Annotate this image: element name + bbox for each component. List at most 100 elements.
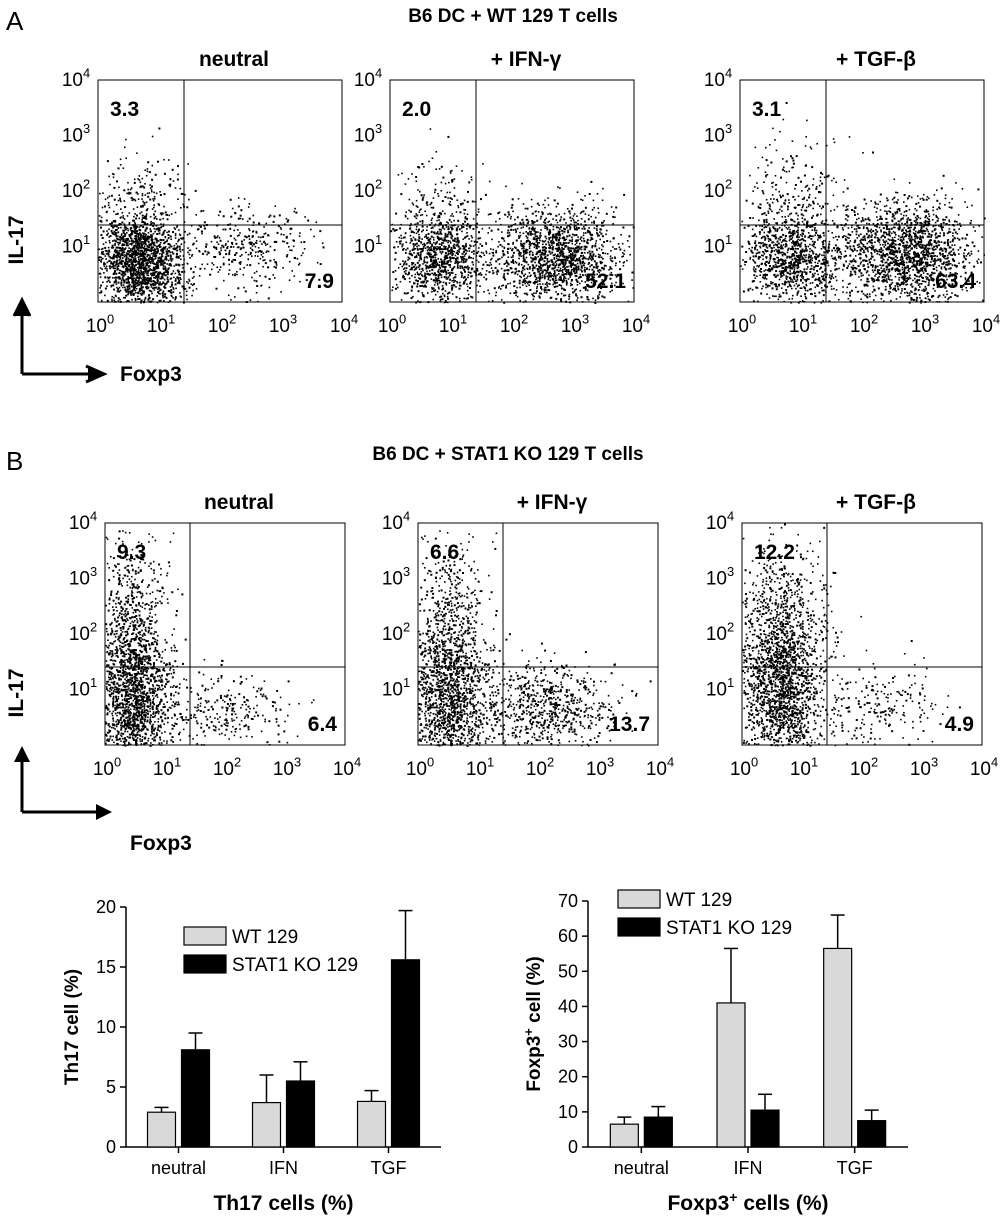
y-tick-label: 102 bbox=[704, 176, 732, 202]
bar-stat1-ko-129 bbox=[180, 1049, 211, 1148]
y-tick-label: 30 bbox=[558, 1032, 578, 1052]
flow-plot-b-3: 101 102 103 104 100 101 102 103 104 12.2 4.9 + TGF-… bbox=[706, 491, 998, 780]
y-tick-label: 40 bbox=[558, 996, 578, 1016]
lower-right-quadrant-value: 52.1 bbox=[585, 270, 626, 293]
category-label: neutral bbox=[151, 1158, 206, 1178]
legend-label: STAT1 KO 129 bbox=[232, 955, 358, 976]
flow-events bbox=[98, 127, 325, 304]
lower-right-quadrant-value: 4.9 bbox=[945, 713, 974, 736]
upper-left-quadrant-value: 6.6 bbox=[430, 541, 459, 564]
plot-frame bbox=[104, 522, 346, 746]
flow-events bbox=[105, 530, 315, 747]
x-tick-label: 100 bbox=[728, 311, 756, 337]
lower-right-quadrant-value: 7.9 bbox=[305, 270, 334, 293]
legend-label: WT 129 bbox=[666, 890, 732, 911]
bar-chart-1: 0 5 10 15 20 neutral IFN TGF WT 129 STAT1 KO 129 T… bbox=[62, 897, 441, 1215]
legend-swatch bbox=[183, 926, 227, 946]
flow-plot-a-2: 101 102 103 104 100 101 102 103 104 2.0 52.1 + IFN-… bbox=[354, 48, 650, 337]
y-tick-label: 102 bbox=[69, 619, 97, 645]
flow-events bbox=[418, 530, 652, 747]
x-tick-label: 102 bbox=[500, 311, 528, 337]
x-axis-label: Th17 cells (%) bbox=[213, 1192, 353, 1215]
y-tick-label: 101 bbox=[382, 675, 410, 701]
upper-left-quadrant-value: 3.1 bbox=[752, 98, 782, 121]
legend-label: STAT1 KO 129 bbox=[666, 918, 792, 939]
x-tick-label: 101 bbox=[153, 754, 181, 780]
bar-stat1-ko-129 bbox=[643, 1116, 673, 1148]
condition-label: + IFN-γ bbox=[491, 48, 562, 71]
y-tick-label: 0 bbox=[568, 1137, 578, 1157]
y-tick-label: 15 bbox=[96, 957, 116, 977]
legend-swatch bbox=[617, 917, 661, 937]
x-tick-label: 102 bbox=[850, 311, 878, 337]
bar-wt-129 bbox=[609, 1123, 639, 1148]
y-tick-label: 20 bbox=[96, 897, 116, 917]
x-tick-label: 103 bbox=[910, 754, 938, 780]
flow-plot-a-3: 101 102 103 104 100 101 102 103 104 3.1 63.4 + TGF-… bbox=[704, 48, 1000, 337]
arrow-head bbox=[14, 300, 30, 316]
flow-plot-b-2: 101 102 103 104 100 101 102 103 104 6.6 13.7 + IFN-… bbox=[382, 491, 674, 780]
condition-label: neutral bbox=[204, 491, 274, 514]
arrow-head bbox=[88, 366, 104, 382]
x-tick-label: 104 bbox=[646, 754, 674, 780]
bar-wt-129 bbox=[823, 947, 853, 1148]
x-tick-label: 102 bbox=[208, 311, 236, 337]
y-tick-label: 50 bbox=[558, 961, 578, 981]
y-tick-label: 102 bbox=[382, 619, 410, 645]
y-tick-label: 101 bbox=[704, 232, 732, 258]
x-tick-label: 103 bbox=[586, 754, 614, 780]
y-tick-label: 10 bbox=[96, 1017, 116, 1037]
x-tick-label: 102 bbox=[526, 754, 554, 780]
y-tick-label: 104 bbox=[382, 508, 410, 534]
y-tick-label: 103 bbox=[706, 564, 734, 590]
y-tick-label: 101 bbox=[62, 232, 90, 258]
arrow-head bbox=[14, 746, 30, 762]
x-axis-label-a: Foxp3 bbox=[120, 363, 182, 386]
y-tick-label: 101 bbox=[69, 675, 97, 701]
x-tick-label: 103 bbox=[911, 311, 939, 337]
upper-left-quadrant-value: 2.0 bbox=[402, 98, 431, 121]
condition-label: + TGF-β bbox=[836, 48, 916, 71]
upper-left-quadrant-value: 12.2 bbox=[754, 541, 795, 564]
bar-wt-129 bbox=[251, 1101, 282, 1148]
category-label: TGF bbox=[371, 1158, 407, 1178]
x-tick-label: 100 bbox=[93, 754, 121, 780]
x-tick-label: 101 bbox=[789, 311, 817, 337]
plot-frame bbox=[739, 79, 985, 303]
x-tick-label: 104 bbox=[970, 754, 998, 780]
y-tick-label: 104 bbox=[704, 65, 732, 91]
y-tick-label: 102 bbox=[62, 176, 90, 202]
plot-frame bbox=[417, 522, 659, 746]
x-tick-label: 100 bbox=[406, 754, 434, 780]
category-label: IFN bbox=[734, 1158, 763, 1178]
x-tick-label: 100 bbox=[86, 311, 114, 337]
condition-label: + TGF-β bbox=[836, 491, 916, 514]
lower-right-quadrant-value: 63.4 bbox=[935, 270, 976, 293]
bar-stat1-ko-129 bbox=[285, 1080, 316, 1148]
x-tick-label: 103 bbox=[273, 754, 301, 780]
x-tick-label: 100 bbox=[378, 311, 406, 337]
x-tick-label: 104 bbox=[333, 754, 361, 780]
y-tick-label: 101 bbox=[354, 232, 382, 258]
upper-left-quadrant-value: 3.3 bbox=[110, 98, 139, 121]
category-label: IFN bbox=[269, 1158, 298, 1178]
y-axis-label: Foxp3+ cell (%) bbox=[521, 956, 545, 1091]
y-tick-label: 103 bbox=[69, 564, 97, 590]
panel-letter-a: A bbox=[6, 6, 24, 36]
panel-a-title: B6 DC + WT 129 T cells bbox=[408, 6, 618, 27]
plot-frame bbox=[389, 79, 635, 303]
bar-stat1-ko-129 bbox=[750, 1109, 780, 1148]
x-tick-label: 100 bbox=[730, 754, 758, 780]
bar-wt-129 bbox=[146, 1111, 177, 1148]
y-axis-label: Th17 cell (%) bbox=[62, 969, 83, 1085]
x-tick-label: 103 bbox=[269, 311, 297, 337]
arrow-head bbox=[96, 804, 112, 820]
plot-frame bbox=[741, 522, 983, 746]
x-tick-label: 101 bbox=[790, 754, 818, 780]
y-tick-label: 103 bbox=[354, 121, 382, 147]
panel-b-title: B6 DC + STAT1 KO 129 T cells bbox=[372, 444, 643, 465]
y-tick-label: 70 bbox=[558, 891, 578, 911]
plot-frame bbox=[97, 79, 343, 303]
x-axis-label-b: Foxp3 bbox=[130, 832, 192, 855]
